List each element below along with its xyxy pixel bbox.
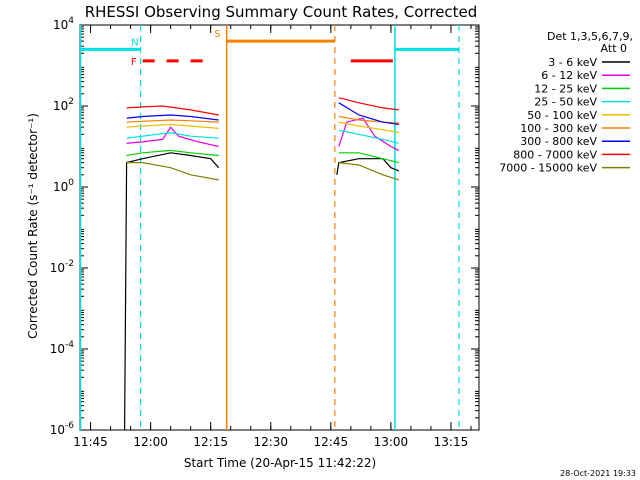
flag-label: S (214, 29, 220, 40)
y-tick-label: 10-2 (50, 259, 74, 275)
chart-title: RHESSI Observing Summary Count Rates, Co… (85, 3, 478, 21)
y-tick-label: 10-6 (50, 421, 75, 437)
plot-frame (79, 24, 480, 431)
x-tick-label: 12:00 (133, 435, 168, 449)
legend-entry-label: 100 - 300 keV (520, 122, 597, 135)
series-line-8 (338, 97, 399, 111)
y-tick-label: 10-4 (50, 340, 75, 356)
legend-entry-label: 7000 - 15000 keV (499, 162, 597, 175)
data-series (124, 97, 400, 431)
series-line-5 (338, 121, 400, 134)
series-line-1 (336, 158, 400, 175)
series-line-1 (124, 152, 220, 431)
x-axis-label: Start Time (20-Apr-15 11:42:22) (184, 456, 376, 470)
observing-flags: NF S (79, 25, 460, 430)
plot-axes: 11:45 12:00 12:15 12:30 12:45 13:00 13:15 10-6 1… (50, 16, 480, 449)
y-tick-label: 104 (53, 16, 74, 32)
series-line-6 (338, 115, 399, 124)
legend-entry-label: 25 - 50 keV (534, 96, 597, 109)
series-line-5 (126, 123, 219, 129)
x-tick-label: 13:15 (434, 435, 469, 449)
series-line-4 (126, 131, 219, 139)
legend-entry-label: 50 - 100 keV (527, 109, 597, 122)
x-tick-label: 11:45 (73, 435, 108, 449)
x-tick-label: 13:00 (374, 435, 409, 449)
series-line-9 (126, 162, 219, 181)
legend-title: Det 1,3,5,6,7,9, (547, 30, 633, 43)
series-line-4 (338, 129, 400, 144)
flag-label: N (131, 37, 138, 48)
timestamp: 28-Oct-2021 19:33 (560, 469, 636, 478)
y-axis-label: Corrected Count Rate (s⁻¹ detector⁻¹) (26, 113, 40, 339)
legend-entry-label: 6 - 12 keV (541, 69, 597, 82)
flag-label: F (131, 57, 137, 68)
legend-subtitle: Att 0 (601, 42, 627, 55)
series-line-3 (338, 152, 400, 164)
y-tick-label: 102 (53, 97, 74, 113)
series-line-6 (126, 119, 219, 123)
legend-entry-label: 800 - 7000 keV (513, 148, 597, 161)
legend-entry-label: 12 - 25 keV (534, 82, 597, 95)
series-line-9 (338, 162, 400, 181)
legend-entry-label: 3 - 6 keV (548, 56, 597, 69)
y-tick-label: 100 (53, 178, 74, 194)
legend-entry-label: 300 - 800 keV (520, 135, 597, 148)
x-tick-label: 12:45 (314, 435, 349, 449)
series-line-3 (126, 149, 219, 157)
x-tick-label: 12:30 (253, 435, 288, 449)
x-tick-label: 12:15 (193, 435, 228, 449)
series-line-7 (126, 114, 219, 121)
series-line-2 (126, 126, 219, 148)
series-line-7 (338, 102, 399, 126)
series-line-8 (126, 105, 219, 116)
